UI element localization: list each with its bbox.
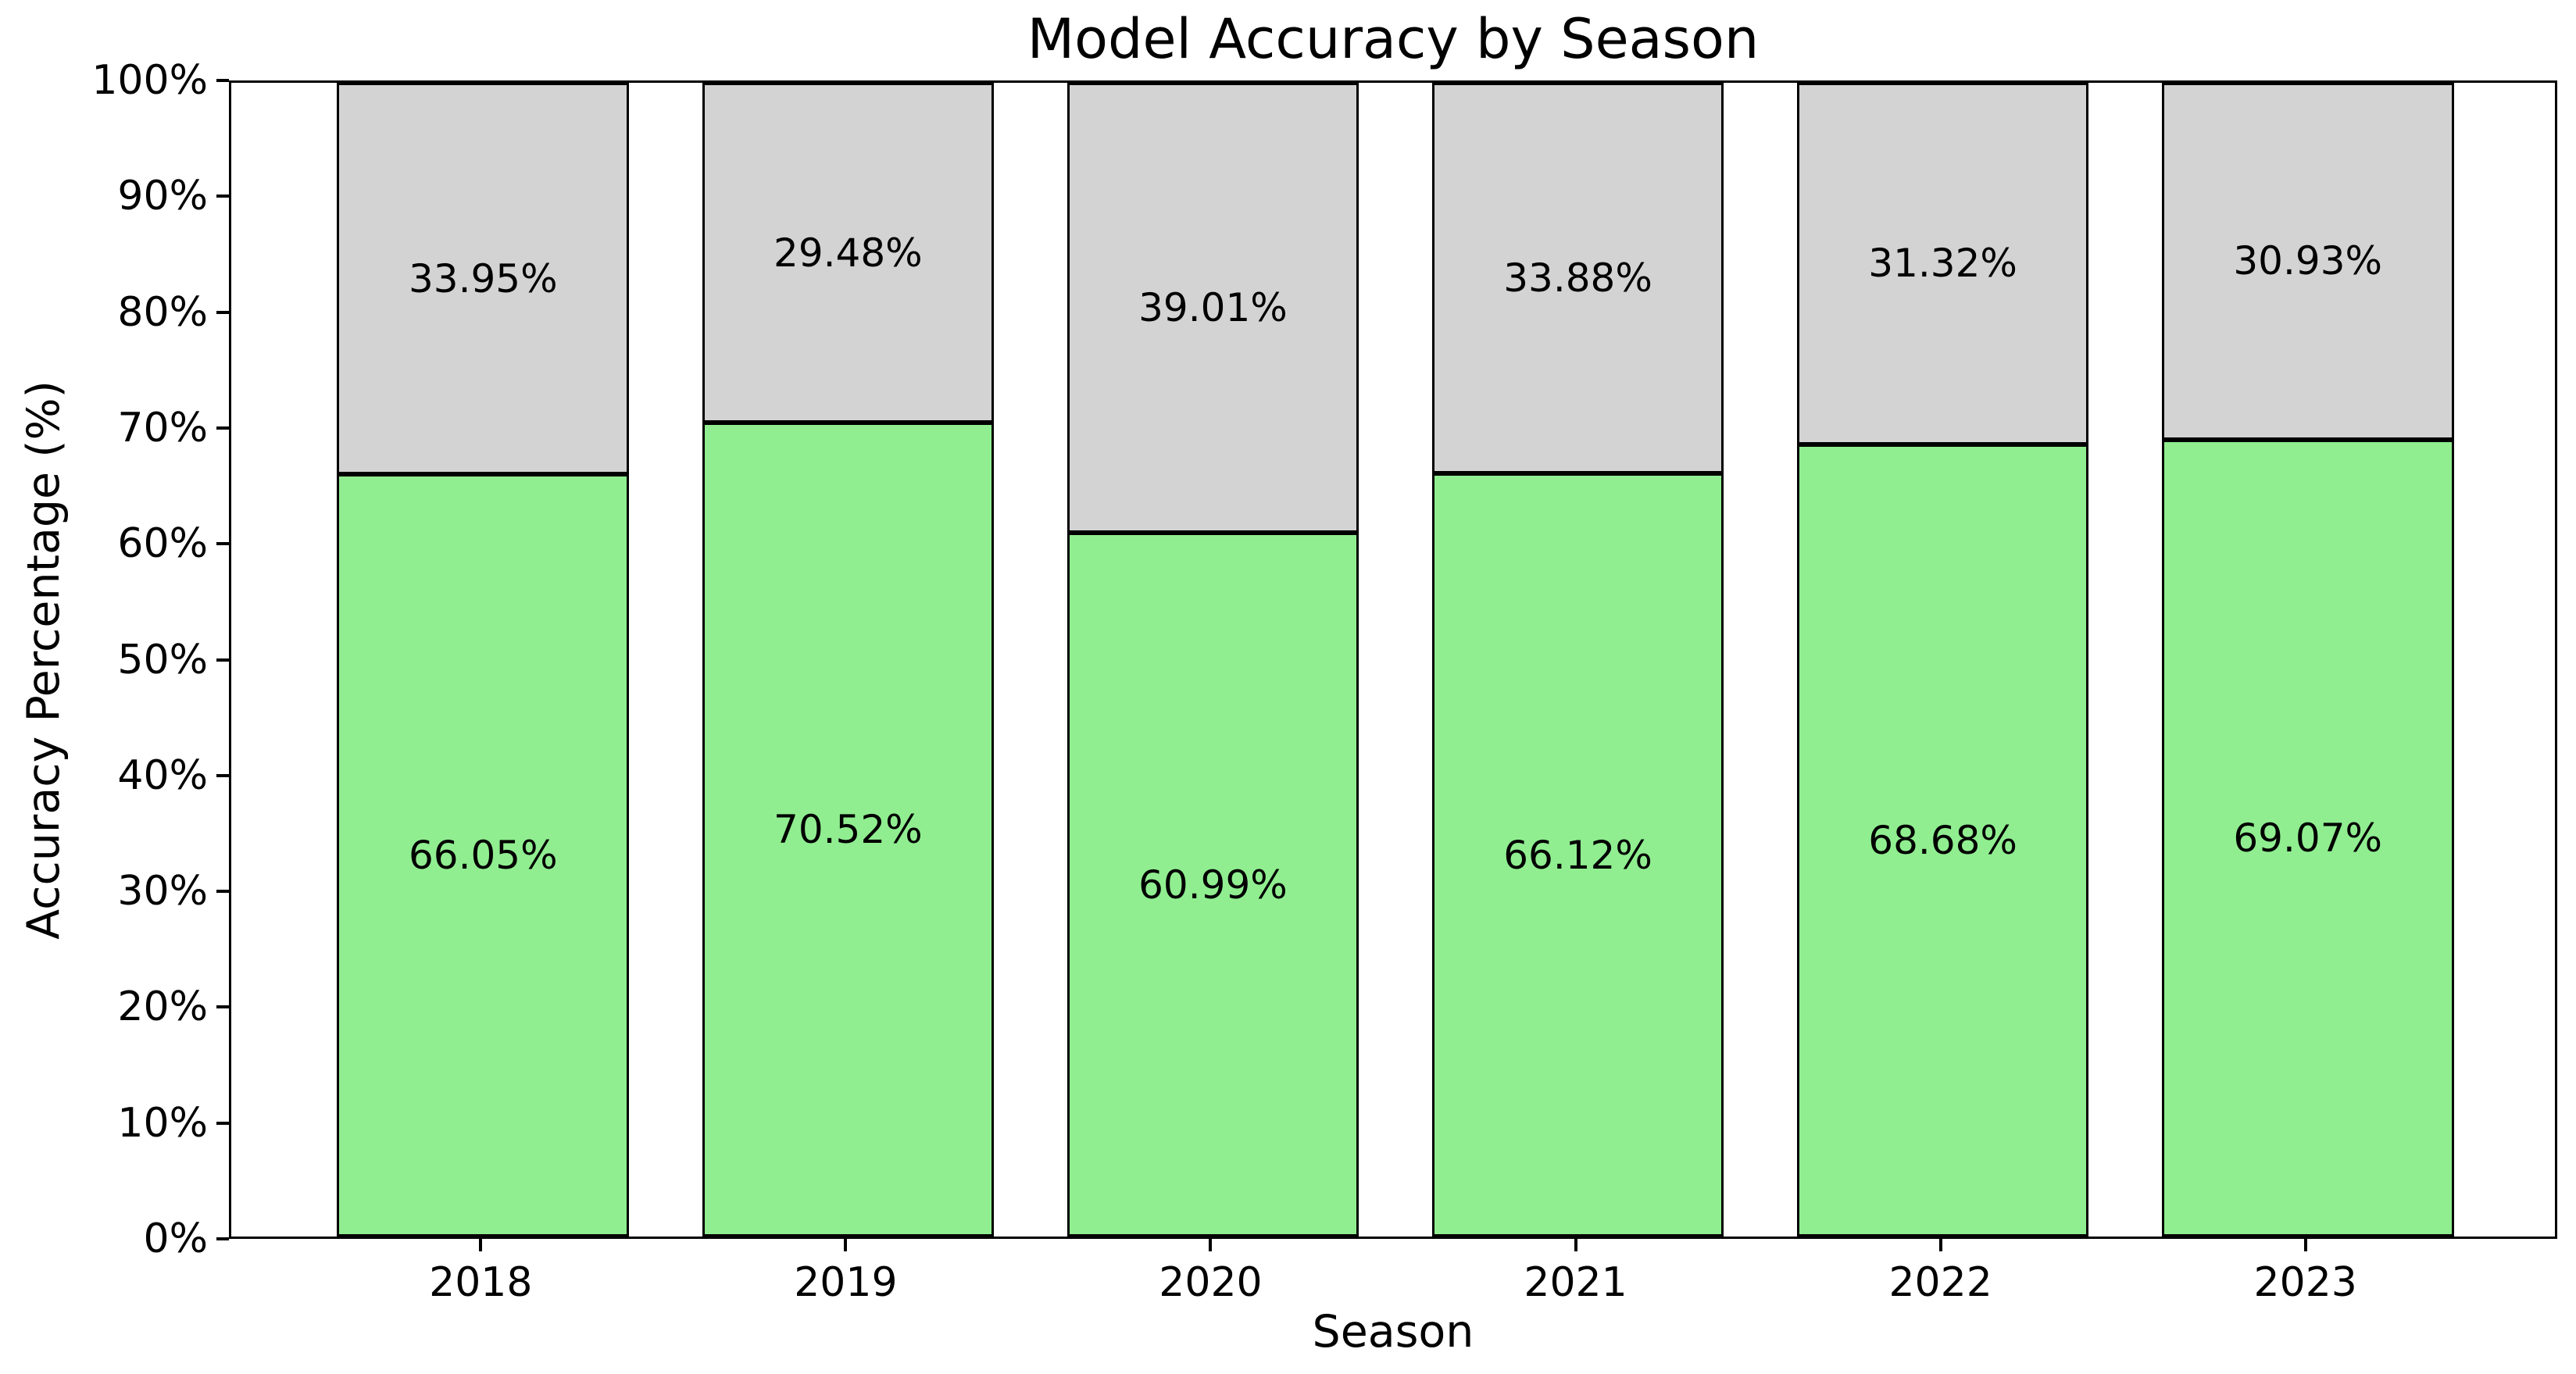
bar-value-label-gray: 29.48% [774,230,923,276]
bar-segment-gray [702,83,995,423]
y-tick-label: 40% [117,751,208,799]
bar-segment-green [1431,473,1724,1237]
bar-2020: 39.01% 60.99% [1066,83,1359,1237]
y-tick-mark [216,79,229,82]
y-tick-label: 30% [117,868,208,915]
y-tick-mark [216,542,229,546]
bar-2021: 33.88% 66.12% [1431,83,1724,1237]
bar-segment-green [702,423,995,1237]
x-tick-mark [2303,1239,2307,1251]
y-tick-label: 60% [117,520,208,568]
bar-segment-gray [337,83,630,475]
y-tick-label: 20% [117,983,208,1031]
x-tick-label: 2022 [1888,1259,1992,1306]
y-tick-label: 10% [117,1099,208,1147]
bar-2018: 33.95% 66.05% [337,83,630,1237]
x-tick-mark [1209,1239,1213,1251]
chart-title: Model Accuracy by Season [1027,7,1760,71]
y-tick-mark [216,1237,229,1240]
bar-segment-green [337,474,630,1237]
y-tick-label: 70% [117,404,208,451]
bar-value-label-gray: 39.01% [1138,285,1288,331]
x-tick-label: 2019 [794,1259,898,1306]
bar-2022: 31.32% 68.68% [1796,83,2089,1237]
y-tick-label: 90% [117,173,208,220]
bar-segment-green [1796,444,2089,1237]
bar-value-label-gray: 33.95% [408,255,558,302]
bar-value-label-green: 70.52% [774,807,923,853]
bar-segment-green [1066,533,1359,1237]
bar-value-label-gray: 30.93% [2233,238,2383,284]
x-tick-mark [1938,1239,1942,1251]
x-tick-label: 2023 [2253,1259,2357,1306]
x-tick-mark [844,1239,848,1251]
y-tick-mark [216,426,229,430]
y-tick-label: 80% [117,288,208,336]
y-tick-label: 0% [143,1215,209,1262]
bar-value-label-green: 66.05% [408,833,558,879]
bar-segment-gray [1066,83,1359,534]
x-axis-label: Season [1312,1306,1474,1358]
bar-segment-green [2161,439,2454,1237]
bar-2019: 29.48% 70.52% [702,83,995,1237]
x-tick-label: 2021 [1524,1259,1627,1306]
bar-segment-gray [1796,83,2089,444]
bar-value-label-green: 68.68% [1868,817,2017,863]
y-tick-label: 100% [91,57,208,104]
bar-value-label-green: 66.12% [1503,832,1652,878]
bar-value-label-green: 60.99% [1138,862,1288,908]
y-tick-mark [216,890,229,894]
plot-area: 33.95% 66.05% 29.48% 70.52% 39.01% 60.99% 33.8… [229,80,2557,1239]
y-tick-mark [216,195,229,198]
bar-segment-gray [1431,83,1724,474]
y-tick-mark [216,1121,229,1125]
x-tick-mark [479,1239,483,1251]
y-tick-mark [216,658,229,662]
y-tick-label: 50% [117,636,208,683]
bar-value-label-green: 69.07% [2233,815,2383,861]
bar-value-label-gray: 31.32% [1868,241,2017,287]
y-tick-mark [216,1005,229,1009]
x-tick-mark [1574,1239,1577,1251]
x-tick-label: 2020 [1159,1259,1263,1306]
y-tick-mark [216,310,229,314]
bar-value-label-gray: 33.88% [1503,255,1652,302]
bar-segment-gray [2161,83,2454,440]
y-tick-mark [216,773,229,777]
bar-2023: 30.93% 69.07% [2161,83,2454,1237]
x-tick-label: 2018 [429,1259,533,1306]
